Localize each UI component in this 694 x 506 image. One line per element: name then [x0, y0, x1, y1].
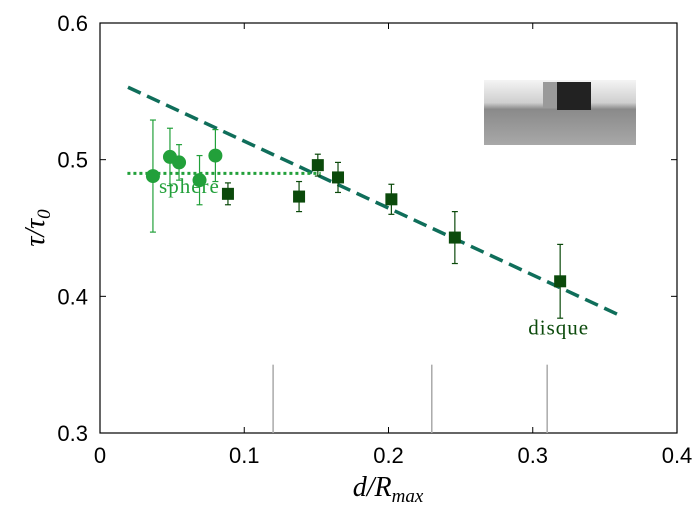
y-axis-label: τ/τ0 — [20, 209, 55, 247]
annotation: sphere — [159, 174, 220, 198]
x-tick-label: 0.1 — [229, 443, 260, 468]
x-label-sub: max — [392, 486, 424, 506]
point — [554, 275, 567, 288]
fit-line — [127, 85, 621, 318]
y-label-main: τ/τ — [20, 218, 51, 247]
x-tick-label: 0.3 — [517, 443, 548, 468]
point — [145, 169, 160, 184]
y-label-sub: 0 — [34, 209, 55, 219]
y-tick-label: 0.5 — [57, 148, 88, 173]
point — [385, 193, 398, 206]
y-tick-label: 0.6 — [57, 11, 88, 36]
point — [448, 231, 461, 244]
x-tick-label: 0.2 — [373, 443, 404, 468]
point — [293, 190, 306, 203]
x-tick-label: 0.4 — [662, 443, 693, 468]
x-tick-label: 0 — [94, 443, 106, 468]
inset-image — [484, 80, 636, 145]
y-tick-label: 0.3 — [57, 421, 88, 446]
point — [332, 171, 345, 184]
point — [208, 148, 223, 163]
point — [221, 187, 234, 200]
y-tick-label: 0.4 — [57, 284, 88, 309]
annotation: disque — [528, 316, 589, 340]
x-label-main: d/R — [353, 472, 392, 503]
x-axis-label: d/Rmax — [353, 472, 424, 506]
point — [192, 173, 207, 188]
point — [172, 155, 187, 170]
point — [311, 159, 324, 172]
